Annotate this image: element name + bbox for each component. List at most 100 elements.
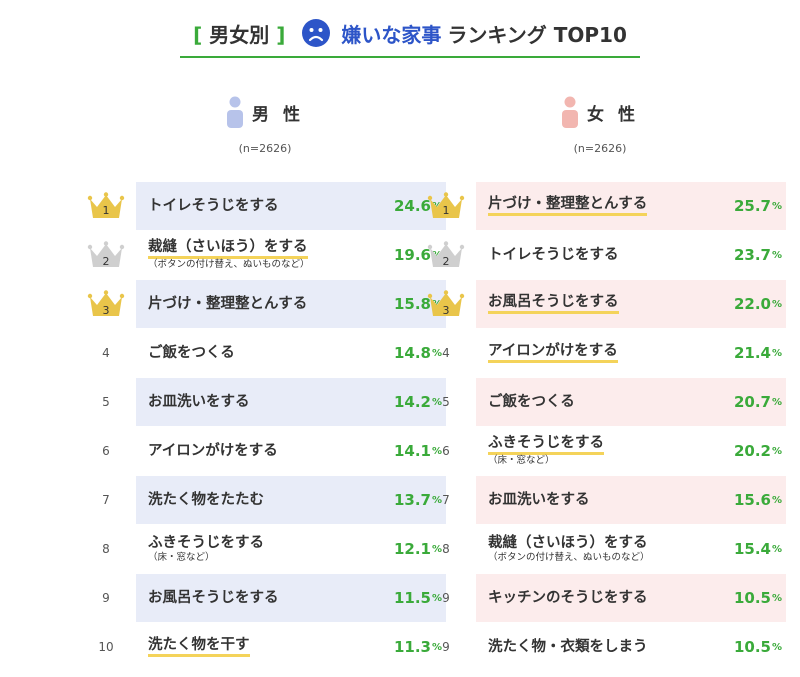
chore-cell: お風呂そうじをする	[136, 574, 400, 622]
chore-cell: 片づけ・整理整とんする	[476, 182, 740, 230]
ranking-row: 6 ふきそうじをする （床・窓など） 20.2%	[426, 427, 786, 475]
rank-crown-gold: 1	[86, 182, 126, 230]
ranking-row: 8 ふきそうじをする （床・窓など） 12.1%	[86, 525, 446, 573]
ranking-row: 8 裁縫（さいほう）をする （ボタンの付け替え、ぬいものなど） 15.4%	[426, 525, 786, 573]
rank-number: 4	[442, 346, 450, 360]
rank-number: 8	[442, 542, 450, 556]
rank-number: 9	[426, 623, 466, 671]
percentage-value: 10.5%	[728, 623, 786, 671]
female-label: 女 性	[587, 104, 639, 125]
percentage-value: 12.1%	[388, 525, 446, 573]
chore-label: アイロンがけをする	[148, 442, 278, 459]
sad-face-icon	[302, 19, 331, 47]
percentage-number: 20.2	[733, 442, 771, 460]
chore-label: トイレそうじをする	[148, 197, 279, 214]
percentage-number: 15.4	[733, 540, 771, 558]
percentage-unit: %	[771, 445, 782, 457]
percentage-number: 23.7	[733, 246, 771, 264]
percentage-unit: %	[431, 494, 442, 506]
chore-label: ふきそうじをする	[148, 534, 264, 551]
percentage-unit: %	[431, 543, 442, 555]
rank-number: 7	[86, 476, 126, 524]
percentage-number: 10.5	[733, 589, 771, 607]
percentage-unit: %	[431, 445, 442, 457]
percentage-unit: %	[771, 592, 782, 604]
percentage-value: 13.7%	[388, 476, 446, 524]
rank-number: 9	[442, 640, 450, 654]
title-bracket-open: [	[193, 22, 203, 47]
rank-number: 7	[442, 493, 450, 507]
ranking-row: 3 片づけ・整理整とんする 15.8%	[86, 280, 446, 328]
chore-note: （ボタンの付け替え、ぬいものなど）	[148, 259, 310, 271]
rank-number: 6	[426, 427, 466, 475]
chore-cell: 洗たく物を干す	[136, 623, 400, 671]
percentage-unit: %	[431, 298, 442, 310]
rank-number: 5	[102, 395, 110, 409]
percentage-unit: %	[771, 641, 782, 653]
chore-cell: お風呂そうじをする	[476, 280, 740, 328]
rank-number: 1	[102, 204, 110, 217]
chore-label: アイロンがけをする	[488, 343, 618, 363]
ranking-row: 2 トイレそうじをする 23.7%	[426, 231, 786, 279]
rank-number: 5	[442, 395, 450, 409]
rank-number: 6	[102, 444, 110, 458]
chore-label: 裁縫（さいほう）をする	[148, 239, 308, 260]
chore-label: お皿洗いをする	[148, 393, 250, 410]
ranking-row: 4 ご飯をつくる 14.8%	[86, 329, 446, 377]
percentage-unit: %	[431, 396, 442, 408]
ranking-row: 1 トイレそうじをする 24.6%	[86, 182, 446, 230]
chore-label: キッチンのそうじをする	[488, 589, 648, 606]
rank-number: 6	[86, 427, 126, 475]
chore-note: （ボタンの付け替え、ぬいものなど）	[488, 551, 650, 563]
chore-cell: アイロンがけをする	[476, 329, 740, 377]
female-ranking-table: 1 片づけ・整理整とんする 25.7% 2 トイレそうじをする 23.7% 3 お風呂そうじを…	[426, 182, 786, 672]
percentage-number: 25.7	[733, 197, 771, 215]
chore-cell: トイレそうじをする	[136, 182, 400, 230]
ranking-row: 10 洗たく物を干す 11.3%	[86, 623, 446, 671]
percentage-unit: %	[771, 200, 782, 212]
rank-number: 8	[86, 525, 126, 573]
chore-label: 裁縫（さいほう）をする	[488, 534, 648, 551]
rank-crown-silver: 2	[86, 231, 126, 279]
rank-crown-silver: 2	[426, 231, 466, 279]
percentage-unit: %	[431, 641, 442, 653]
percentage-number: 15.6	[733, 491, 771, 509]
chore-label: トイレそうじをする	[488, 246, 619, 263]
chore-cell: 洗たく物・衣類をしまう	[476, 623, 740, 671]
percentage-number: 11.3	[393, 638, 431, 656]
chore-cell: 裁縫（さいほう）をする （ボタンの付け替え、ぬいものなど）	[136, 231, 400, 279]
title-tag-text: 男女別	[209, 22, 270, 47]
percentage-unit: %	[431, 347, 442, 359]
female-header: 女 性 (n=2626)	[500, 96, 700, 155]
percentage-number: 15.8	[393, 295, 431, 313]
percentage-value: 19.6%	[388, 231, 446, 279]
chore-cell: ご飯をつくる	[476, 378, 740, 426]
rank-number: 1	[442, 204, 450, 217]
percentage-unit: %	[431, 200, 442, 212]
title-bracket-close: ]	[276, 22, 286, 47]
percentage-value: 14.8%	[388, 329, 446, 377]
ranking-row: 3 お風呂そうじをする 22.0%	[426, 280, 786, 328]
rank-number: 8	[426, 525, 466, 573]
ranking-row: 1 片づけ・整理整とんする 25.7%	[426, 182, 786, 230]
title-strong: 嫌いな家事	[341, 22, 442, 47]
chore-cell: お皿洗いをする	[476, 476, 740, 524]
chore-note: （床・窓など）	[148, 551, 215, 563]
ranking-row: 9 キッチンのそうじをする 10.5%	[426, 574, 786, 622]
percentage-value: 20.7%	[728, 378, 786, 426]
male-ranking-table: 1 トイレそうじをする 24.6% 2 裁縫（さいほう）をする （ボタンの付け替え、ぬいも…	[86, 182, 446, 672]
rank-number: 2	[102, 255, 110, 268]
percentage-unit: %	[771, 543, 782, 555]
rank-number: 3	[102, 304, 110, 317]
ranking-row: 6 アイロンがけをする 14.1%	[86, 427, 446, 475]
percentage-unit: %	[771, 494, 782, 506]
percentage-number: 12.1	[393, 540, 431, 558]
percentage-unit: %	[771, 347, 782, 359]
percentage-value: 15.4%	[728, 525, 786, 573]
percentage-value: 15.6%	[728, 476, 786, 524]
male-header: 男 性 (n=2626)	[165, 96, 365, 155]
percentage-value: 15.8%	[388, 280, 446, 328]
percentage-number: 14.1	[393, 442, 431, 460]
chore-label: 洗たく物を干す	[148, 637, 250, 657]
chore-label: 片づけ・整理整とんする	[148, 295, 308, 312]
